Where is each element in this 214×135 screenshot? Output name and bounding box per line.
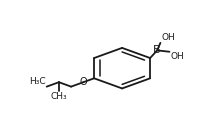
Text: O: O — [80, 77, 87, 87]
Text: OH: OH — [161, 33, 175, 42]
Text: OH: OH — [170, 52, 184, 61]
Text: B: B — [153, 45, 161, 55]
Text: H₃C: H₃C — [29, 77, 46, 86]
Text: CH₃: CH₃ — [51, 92, 67, 101]
